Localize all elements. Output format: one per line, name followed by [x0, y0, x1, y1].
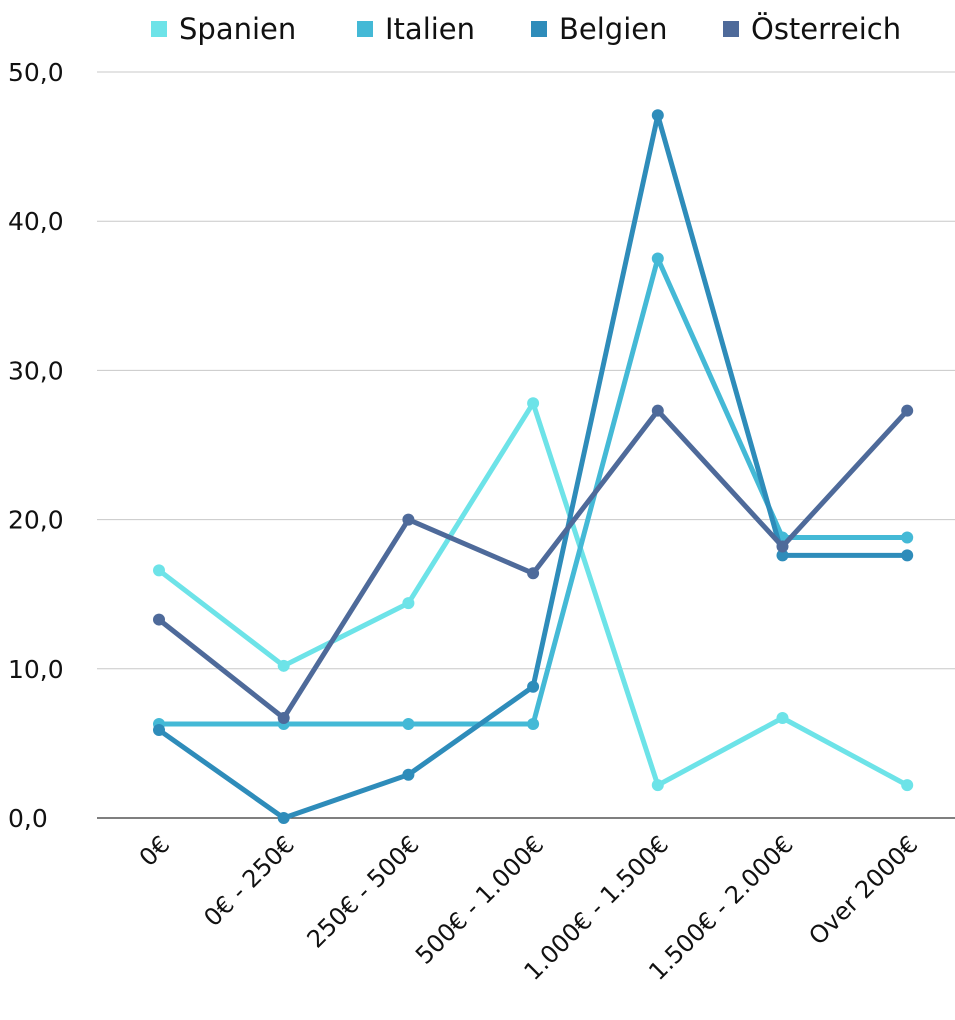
y-tick-label: 0,0 — [8, 804, 48, 833]
data-point — [901, 549, 914, 562]
y-tick-label: 10,0 — [8, 655, 64, 684]
x-tick-label: 500€ - 1.000€ — [410, 830, 549, 969]
data-point — [527, 680, 540, 693]
legend-label: Italien — [385, 12, 475, 46]
legend-item: Spanien — [151, 12, 296, 46]
data-point — [651, 109, 664, 122]
data-point — [277, 712, 290, 725]
legend-swatch — [151, 21, 167, 37]
data-point — [651, 404, 664, 417]
series-italien — [153, 252, 914, 731]
data-point — [651, 779, 664, 792]
legend-swatch — [531, 21, 547, 37]
data-point — [402, 513, 415, 526]
data-point — [402, 597, 415, 610]
data-point — [402, 768, 415, 781]
legend-label: Belgien — [559, 12, 667, 46]
y-tick-label: 50,0 — [8, 58, 64, 87]
data-point — [527, 567, 540, 580]
data-point — [527, 397, 540, 410]
data-point — [153, 613, 165, 626]
legend: Spanien Italien Belgien Österreich — [151, 12, 901, 46]
y-axis-ticks: 0,0 10,0 20,0 30,0 40,0 50,0 — [8, 58, 64, 833]
series-line — [156, 408, 910, 721]
series-lines — [153, 109, 914, 824]
data-point — [153, 564, 165, 577]
data-point — [277, 812, 290, 824]
legend-label: Spanien — [179, 12, 296, 46]
y-tick-label: 30,0 — [8, 356, 64, 385]
data-point — [402, 718, 415, 731]
x-tick-label: 250€ - 500€ — [302, 830, 425, 953]
data-point — [901, 779, 914, 792]
series--sterreich — [153, 404, 914, 725]
gridlines — [97, 71, 955, 819]
data-point — [776, 712, 789, 725]
data-point — [776, 540, 789, 553]
legend-item: Italien — [357, 12, 475, 46]
legend-label: Österreich — [751, 12, 901, 46]
legend-swatch — [357, 21, 373, 37]
legend-item: Österreich — [723, 12, 901, 46]
legend-swatch — [723, 21, 739, 37]
series-belgien — [153, 109, 914, 824]
data-point — [277, 659, 290, 672]
x-tick-label: 0€ - 250€ — [198, 830, 300, 932]
y-tick-label: 20,0 — [8, 506, 64, 535]
data-point — [651, 252, 664, 265]
x-axis-ticks: 0€ 0€ - 250€ 250€ - 500€500€ - 1.000€1.000… — [134, 830, 924, 985]
data-point — [901, 531, 914, 544]
x-tick-label: 0€ — [134, 830, 175, 871]
x-tick-label: Over 2000€ — [803, 830, 923, 950]
y-tick-label: 40,0 — [8, 207, 64, 236]
series-spanien — [153, 397, 914, 792]
data-point — [527, 718, 540, 731]
data-point — [901, 404, 914, 417]
data-point — [776, 549, 789, 562]
data-point — [153, 723, 165, 736]
legend-item: Belgien — [531, 12, 667, 46]
